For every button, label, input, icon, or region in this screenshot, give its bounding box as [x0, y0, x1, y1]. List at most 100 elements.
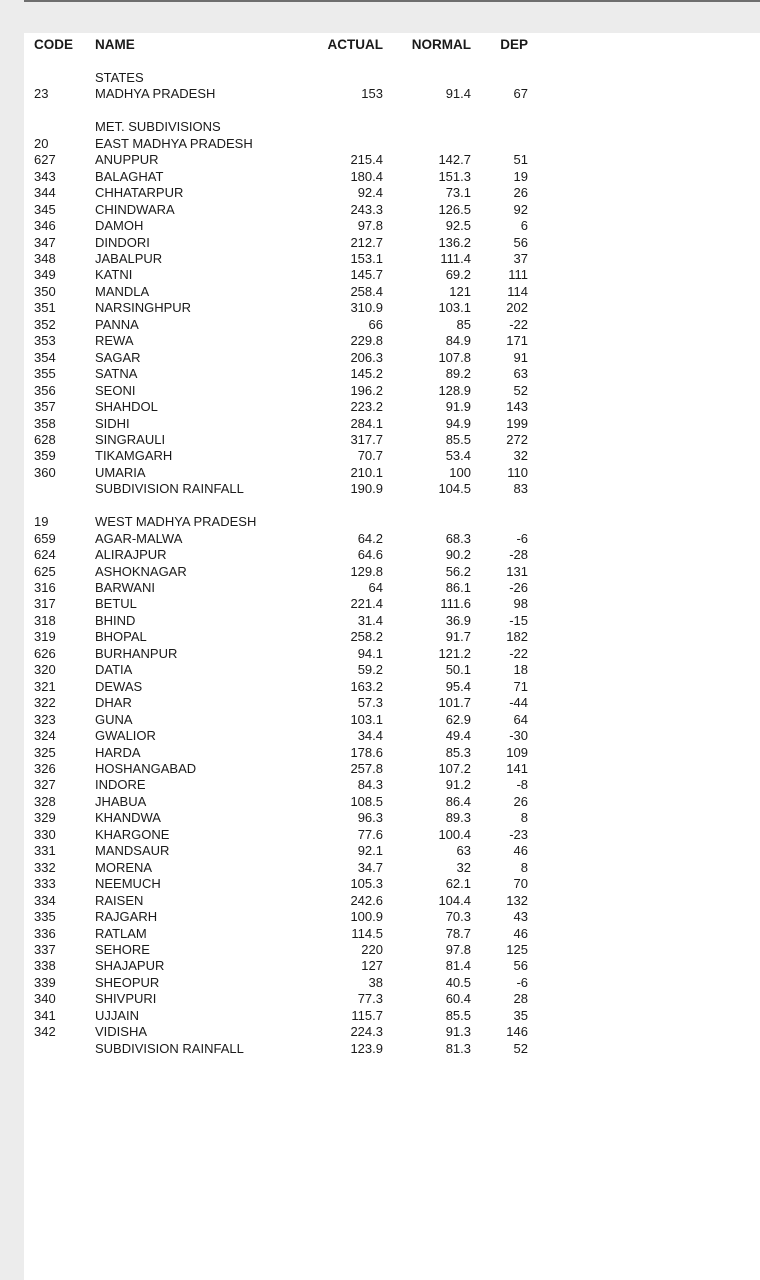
cell-actual: 145.7 — [350, 267, 383, 283]
table-row: 360 UMARIA 210.1 100 110 — [34, 465, 528, 481]
cell-dep: 43 — [513, 909, 528, 925]
cell-name: NARSINGHPUR — [95, 300, 192, 316]
table-row: 347 DINDORI 212.7 136.2 56 — [34, 235, 528, 251]
cell-actual: 242.6 — [350, 892, 383, 908]
cell-dep: -23 — [509, 826, 528, 842]
cell-actual: 92.4 — [357, 185, 383, 201]
cell-name: VIDISHA — [95, 1024, 148, 1040]
cell-code — [34, 1041, 95, 1057]
cell-dep: 202 — [506, 300, 528, 316]
cell-code — [34, 103, 95, 119]
cell-normal: 121.2 — [438, 645, 471, 661]
cell-normal: 62.9 — [445, 711, 471, 727]
cell-code: 20 — [34, 135, 49, 151]
cell-actual: 258.4 — [350, 283, 383, 299]
cell-normal: 62.1 — [445, 876, 471, 892]
cell-normal: 101.7 — [438, 695, 471, 711]
cell-name — [95, 498, 295, 514]
cell-actual: 190.9 — [350, 481, 383, 497]
cell-code: 324 — [34, 728, 56, 744]
table-row: 23 MADHYA PRADESH 153 91.4 67 — [34, 86, 528, 102]
cell-actual: 317.7 — [350, 431, 383, 447]
cell-actual: 220 — [361, 941, 383, 957]
table-row: 659 AGAR-MALWA 64.2 68.3 -6 — [34, 531, 528, 547]
cell-name: SHAJAPUR — [95, 958, 165, 974]
table-row: 19 WEST MADHYA PRADESH — [34, 514, 528, 530]
cell-code: 318 — [34, 612, 56, 628]
cell-dep: -30 — [509, 728, 528, 744]
cell-name: DAMOH — [95, 218, 144, 234]
cell-normal: 100.4 — [438, 826, 471, 842]
cell-actual: 64 — [368, 580, 383, 596]
table-row — [34, 103, 528, 119]
cell-code: 341 — [34, 1007, 56, 1023]
cell-dep: 46 — [513, 843, 528, 859]
cell-code: 326 — [34, 761, 56, 776]
table-row: 321 DEWAS 163.2 95.4 71 — [34, 679, 528, 695]
cell-actual: 210.1 — [350, 464, 383, 480]
table-row: 326 HOSHANGABAD 257.8 107.2 141 — [34, 761, 528, 777]
cell-actual: 180.4 — [350, 168, 383, 184]
cell-dep: 56 — [513, 234, 528, 250]
cell-code: 346 — [34, 218, 56, 234]
table-row: 319 BHOPAL 258.2 91.7 182 — [34, 629, 528, 645]
cell-normal: 63 — [456, 843, 471, 859]
cell-dep: 26 — [513, 185, 528, 201]
cell-normal: 69.2 — [445, 267, 471, 283]
cell-actual: 153 — [361, 86, 383, 102]
cell-name: SAGAR — [95, 349, 141, 365]
cell-actual: 257.8 — [350, 761, 383, 776]
cell-normal: 94.9 — [445, 415, 471, 431]
cell-code: 349 — [34, 267, 56, 283]
cell-name — [95, 103, 295, 119]
table-row: 328 JHABUA 108.5 86.4 26 — [34, 794, 528, 810]
cell-name: KHARGONE — [95, 826, 170, 842]
cell-normal: 91.7 — [445, 629, 471, 645]
table-row: 333 NEEMUCH 105.3 62.1 70 — [34, 876, 528, 892]
cell-normal: 100 — [449, 464, 471, 480]
cell-dep: -26 — [509, 580, 528, 596]
cell-code: 625 — [34, 563, 56, 579]
cell-code: 333 — [34, 876, 56, 892]
cell-code: 23 — [34, 86, 49, 102]
cell-dep: 182 — [506, 629, 528, 645]
cell-name: SHEOPUR — [95, 974, 160, 990]
cell-actual: 66 — [368, 316, 383, 332]
table-row: 355 SATNA 145.2 89.2 63 — [34, 366, 528, 382]
cell-dep: 67 — [513, 86, 528, 102]
cell-normal: 107.2 — [438, 761, 471, 776]
table-row: 317 BETUL 221.4 111.6 98 — [34, 596, 528, 612]
column-header-code: CODE — [34, 37, 74, 52]
cell-code: 319 — [34, 629, 56, 645]
cell-actual: 103.1 — [350, 711, 383, 727]
cell-actual: 163.2 — [350, 678, 383, 694]
cell-dep: 18 — [513, 662, 528, 678]
cell-code: 355 — [34, 366, 56, 382]
table-row: 346 DAMOH 97.8 92.5 6 — [34, 218, 528, 234]
cell-dep: -6 — [516, 530, 528, 546]
rainfall-table-body: STATES 23 MADHYA PRADESH 153 91.4 67 MET. SUBD… — [34, 70, 528, 1057]
cell-dep: 146 — [506, 1024, 528, 1040]
cell-actual: 224.3 — [350, 1024, 383, 1040]
column-header-name: NAME — [95, 37, 135, 52]
cell-normal: 151.3 — [438, 168, 471, 184]
cell-actual: 94.1 — [357, 645, 383, 661]
cell-name: STATES — [95, 70, 144, 85]
cell-name: BHIND — [95, 612, 136, 628]
cell-code: 659 — [34, 530, 56, 546]
cell-code: 627 — [34, 152, 56, 168]
cell-code — [34, 481, 95, 497]
cell-code: 335 — [34, 909, 56, 925]
cell-code: 343 — [34, 168, 56, 184]
cell-name: DINDORI — [95, 234, 150, 250]
cell-actual: 221.4 — [350, 596, 383, 612]
cell-name: SEONI — [95, 382, 136, 398]
cell-dep: 52 — [513, 1040, 528, 1056]
cell-code: 626 — [34, 645, 56, 661]
cell-name: RAISEN — [95, 892, 144, 908]
table-row: 336 RATLAM 114.5 78.7 46 — [34, 926, 528, 942]
cell-name: DHAR — [95, 695, 132, 711]
cell-actual — [295, 498, 383, 514]
page-top-border — [24, 0, 760, 2]
cell-code: 345 — [34, 201, 56, 217]
